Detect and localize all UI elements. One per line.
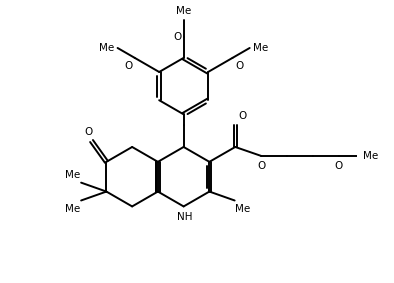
Text: O: O bbox=[335, 160, 343, 171]
Text: Me: Me bbox=[65, 170, 80, 179]
Text: Me: Me bbox=[363, 151, 378, 161]
Text: O: O bbox=[257, 160, 265, 171]
Text: Me: Me bbox=[65, 203, 80, 214]
Text: O: O bbox=[235, 61, 243, 70]
Text: O: O bbox=[238, 111, 247, 121]
Text: Me: Me bbox=[253, 43, 268, 53]
Text: Me: Me bbox=[99, 43, 115, 53]
Text: O: O bbox=[124, 61, 132, 70]
Text: O: O bbox=[173, 32, 181, 42]
Text: Me: Me bbox=[176, 6, 191, 16]
Text: NH: NH bbox=[177, 211, 193, 222]
Text: O: O bbox=[84, 127, 93, 137]
Text: Me: Me bbox=[236, 203, 251, 214]
